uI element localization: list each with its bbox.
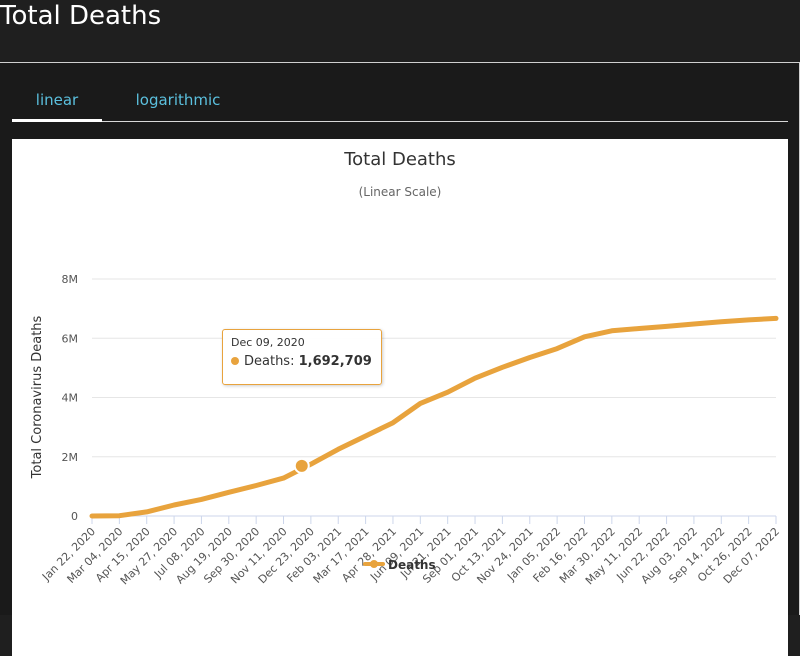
tooltip-value: 1,692,709 (298, 354, 372, 369)
y-axis-ticks: 0 2M 4M 6M 8M (62, 273, 79, 523)
page-title: Total Deaths (0, 1, 162, 31)
scale-tabs: linear logarithmic (12, 85, 788, 122)
tab-linear[interactable]: linear (12, 85, 102, 122)
chart-title: Total Deaths (343, 149, 456, 170)
legend-marker (370, 560, 378, 568)
data-tooltip: Dec 09, 2020 Deaths: 1,692,709 (222, 329, 382, 385)
series-line[interactable] (89, 315, 779, 519)
series-deaths[interactable] (89, 315, 779, 519)
y-tick-label: 8M (62, 273, 79, 286)
chart-panel: linear logarithmic Total Deaths (Linear … (0, 62, 800, 656)
highlight-point[interactable] (293, 457, 310, 474)
y-tick-label: 6M (62, 332, 79, 345)
line-chart: Total Deaths (Linear Scale) Total Corona… (30, 149, 782, 587)
tab-logarithmic[interactable]: logarithmic (135, 91, 221, 109)
y-tick-label: 0 (71, 510, 78, 523)
tooltip-series-label: Deaths: (244, 354, 295, 369)
y-tick-label: 4M (62, 392, 79, 405)
legend-label[interactable]: Deaths (388, 558, 436, 572)
tooltip-row: Deaths: 1,692,709 (231, 354, 372, 369)
tooltip-date: Dec 09, 2020 (231, 336, 305, 349)
chart-subtitle: (Linear Scale) (359, 185, 442, 199)
tooltip-dot-icon (231, 357, 239, 365)
y-tick-label: 2M (62, 451, 79, 464)
y-axis-title: Total Coronavirus Deaths (30, 315, 45, 479)
chart-container: Total Deaths (Linear Scale) Total Corona… (12, 139, 788, 656)
legend[interactable]: Deaths (363, 558, 436, 572)
